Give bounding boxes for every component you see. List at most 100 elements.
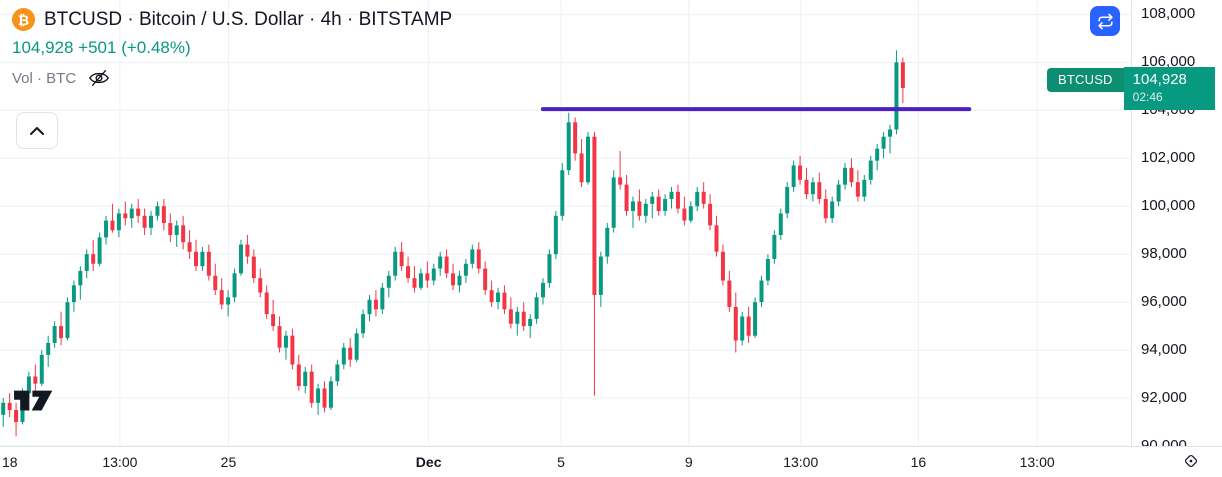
volume-label: Vol · BTC [12,69,77,87]
chevron-up-icon [30,126,44,135]
current-price-label: BTCUSD 104,928 02:46 [1047,67,1215,110]
candle-body [888,129,893,137]
candle-body [238,244,243,274]
axis-settings-icon[interactable] [1182,452,1200,470]
candle-body [528,318,533,327]
candle-body [637,201,642,216]
candle-body [322,388,327,408]
candle-body [161,206,166,223]
candle-body [521,311,526,327]
candle-body [508,309,513,324]
price-axis-label: 106,000 [1141,53,1196,71]
candle-body [708,203,713,226]
candle-body [585,136,590,183]
candle-body [123,213,128,219]
candle-body [386,275,391,288]
candle-body [643,203,648,216]
candle-body [849,167,854,183]
candle-body [765,258,770,281]
time-axis-label: 5 [557,454,565,470]
chart-area[interactable]: ₿ BTCUSD · Bitcoin / U.S. Dollar · 4h · … [0,0,1131,446]
candle-body [476,249,481,269]
candle-body [271,314,276,327]
candle-body [65,302,70,339]
bar-countdown: 02:46 [1132,90,1163,104]
candle-body [502,292,507,310]
candle-body [116,213,121,231]
candle-body [611,177,616,228]
candle-body [219,290,224,305]
candle-body [470,249,475,264]
candle-body [855,182,860,197]
candle-body [573,122,578,154]
candle-body [39,354,44,384]
candle-body [26,376,31,394]
candle-body [431,268,436,281]
candle-body [843,167,848,185]
candle-body [663,199,668,212]
candle-body [52,326,57,343]
candle-body [200,251,205,267]
candle-body [309,371,314,403]
candle-body [534,297,539,319]
candle-body [406,266,411,279]
candle-body [579,153,584,183]
candle-body [425,273,430,281]
candle-body [598,256,603,295]
symbol-title-row[interactable]: ₿ BTCUSD · Bitcoin / U.S. Dollar · 4h · … [12,8,452,31]
candle-body [283,335,288,348]
candle-body [823,199,828,219]
candle-body [438,256,443,269]
candle-body [675,191,680,209]
candle-body [348,347,353,360]
candle-body [656,196,661,212]
candle-body [245,244,250,257]
candle-body [740,316,745,341]
candle-body [515,311,520,324]
candle-body [688,206,693,221]
candle-body [354,333,359,360]
collapse-legend-button[interactable] [16,112,58,149]
candle-body [290,335,295,365]
candle-body [328,381,333,408]
time-axis[interactable]: 18 13:00 25 Dec 5 9 13:00 16 13:00 [0,446,1222,477]
candle-body [155,206,160,216]
candle-body [399,251,404,267]
candle-body [753,302,758,336]
candle-body [71,285,76,303]
candle-body [232,273,237,298]
candle-body [418,273,423,288]
candle-body [181,225,186,243]
time-axis-label: 13:00 [1019,454,1055,470]
candle-body [650,196,655,204]
candle-body [618,177,623,185]
candle-body [483,268,488,291]
tradingview-logo[interactable] [14,386,60,412]
refresh-button[interactable] [1090,6,1120,36]
candle-body [393,251,398,276]
candle-body [264,292,269,315]
time-axis-label: 25 [220,454,237,470]
candle-body [624,184,629,212]
candle-body [296,364,301,387]
candle-body [335,364,340,382]
candle-body [772,234,777,259]
candle-body [206,251,211,276]
candle-body [129,208,134,219]
candle-body [894,62,899,130]
candle-body [46,342,51,355]
candle-body [373,299,378,310]
candle-body [875,148,880,161]
candle-body [669,191,674,200]
candlestick-chart[interactable] [0,0,1131,446]
candle-body [868,160,873,180]
candle-body [496,292,501,303]
candle-body [457,275,462,286]
volume-hidden-toggle[interactable] [88,67,110,89]
price-change-line: 104,928 +501 (+0.48%) [12,38,191,57]
candle-body [810,182,815,195]
candle-body [778,213,783,235]
chart-legend: ₿ BTCUSD · Bitcoin / U.S. Dollar · 4h · … [12,8,452,149]
candle-body [97,237,102,264]
